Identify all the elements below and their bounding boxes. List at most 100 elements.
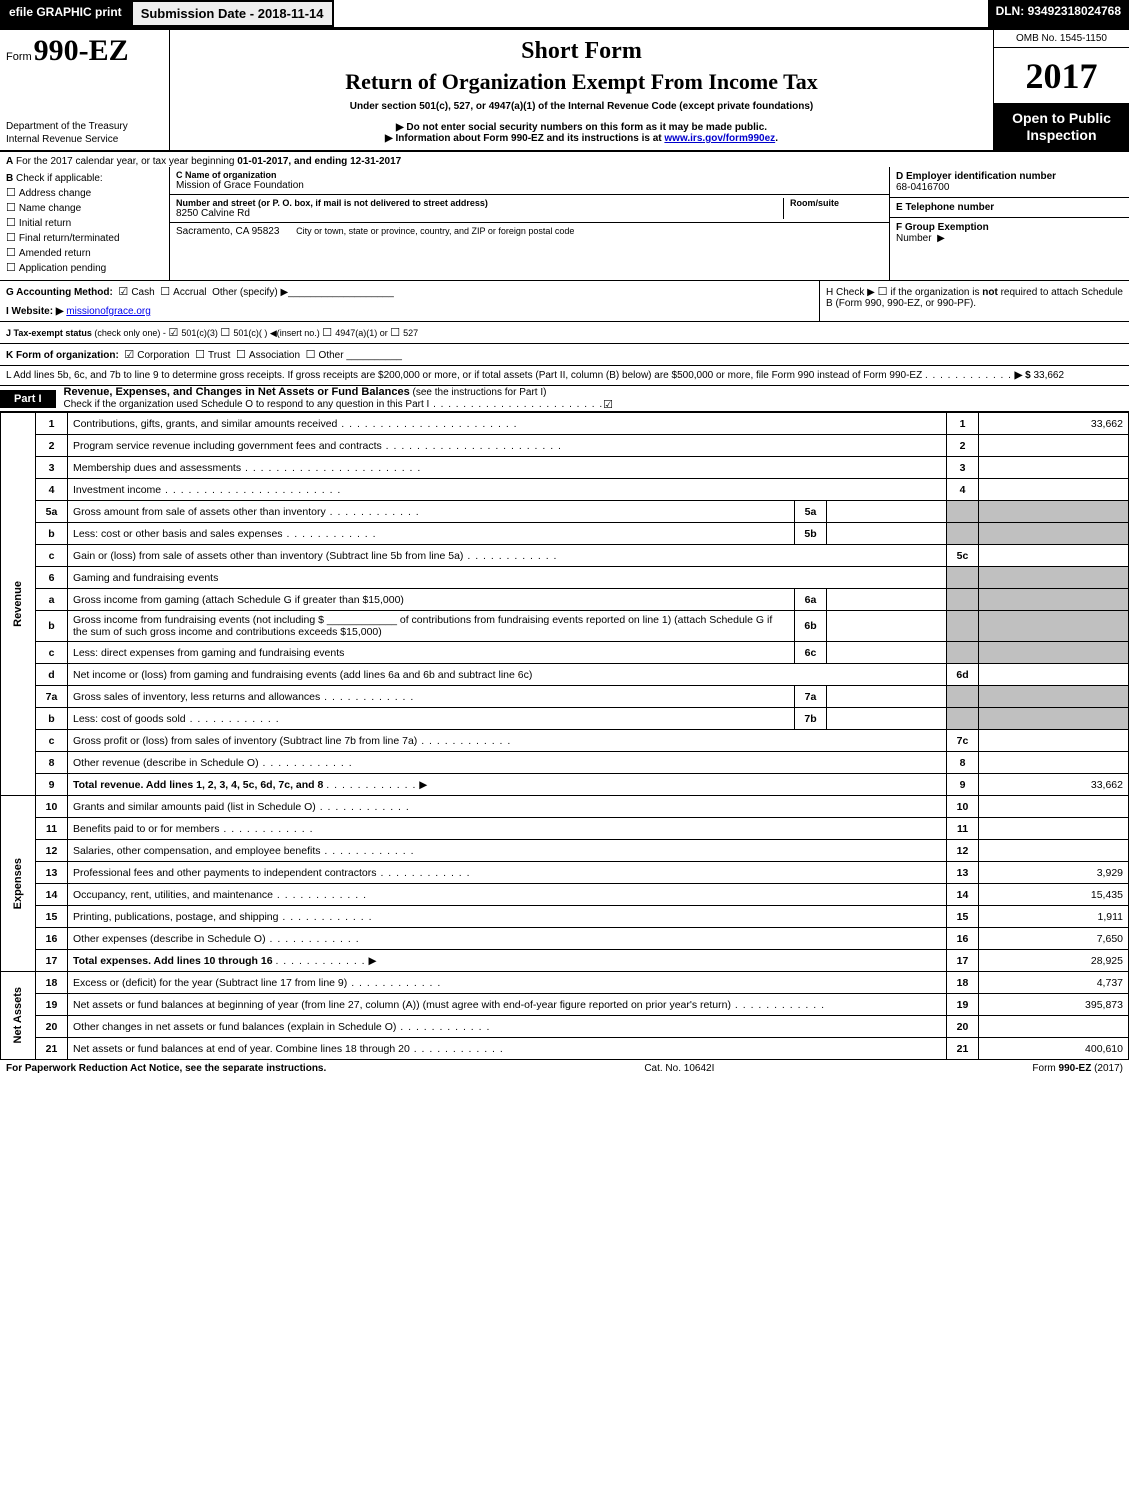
section-i: I Website: ▶ missionofgrace.org (6, 306, 813, 317)
d-6: Gaming and fundraising events (68, 567, 947, 589)
h-text-a: H Check ▶ (826, 287, 875, 298)
g-accrual[interactable]: Accrual (160, 287, 206, 298)
d-1: Contributions, gifts, grants, and simila… (68, 413, 947, 435)
a-21: 400,610 (979, 1038, 1129, 1060)
mv-5a (827, 501, 947, 523)
d-7c: Gross profit or (loss) from sales of inv… (68, 730, 947, 752)
form990ez-link[interactable]: www.irs.gov/form990ez (664, 133, 775, 144)
line-a-end: 12-31-2017 (350, 156, 401, 167)
h-checkbox[interactable] (878, 287, 891, 298)
d-9: Total revenue. Add lines 1, 2, 3, 4, 5c,… (68, 774, 947, 796)
n-14: 14 (36, 884, 68, 906)
header-right: OMB No. 1545-1150 2017 Open to Public In… (994, 30, 1129, 150)
section-k: K Form of organization: Corporation Trus… (0, 344, 1129, 366)
b-20: 20 (947, 1016, 979, 1038)
b-12: 12 (947, 840, 979, 862)
row-10: Expenses 10 Grants and similar amounts p… (1, 796, 1129, 818)
n-11: 11 (36, 818, 68, 840)
n-21: 21 (36, 1038, 68, 1060)
ga-6c (979, 642, 1129, 664)
row-13: 13 Professional fees and other payments … (1, 862, 1129, 884)
chk-amended-return[interactable]: Amended return (6, 246, 163, 259)
footer-right-a: Form (1032, 1063, 1058, 1074)
d-2: Program service revenue including govern… (68, 435, 947, 457)
d-8: Other revenue (describe in Schedule O) (68, 752, 947, 774)
l-amt: 33,662 (1033, 370, 1064, 381)
j-501c[interactable]: 501(c)( ) ◀(insert no.) (220, 328, 319, 338)
a-11 (979, 818, 1129, 840)
d-17-bold: Total expenses. Add lines 10 through 16 (73, 955, 273, 967)
open-public-line1: Open to Public (996, 110, 1127, 127)
a-13: 3,929 (979, 862, 1129, 884)
b-17: 17 (947, 950, 979, 972)
part1-checkbox[interactable] (603, 398, 613, 411)
a-12 (979, 840, 1129, 862)
j-paren: (check only one) - (94, 328, 166, 338)
a-3 (979, 457, 1129, 479)
chk-final-return[interactable]: Final return/terminated (6, 231, 163, 244)
n-10: 10 (36, 796, 68, 818)
k-corp[interactable]: Corporation (124, 350, 189, 361)
section-j: J Tax-exempt status (check only one) - 5… (0, 322, 1129, 344)
row-6: 6 Gaming and fundraising events (1, 567, 1129, 589)
a-4 (979, 479, 1129, 501)
j-501c3[interactable]: 501(c)(3) (168, 328, 217, 338)
b-5c: 5c (947, 545, 979, 567)
a-18: 4,737 (979, 972, 1129, 994)
g-cash[interactable]: Cash (118, 287, 154, 298)
open-to-public: Open to Public Inspection (994, 104, 1129, 150)
b-2: 2 (947, 435, 979, 457)
b-7c: 7c (947, 730, 979, 752)
chk-initial-return[interactable]: Initial return (6, 216, 163, 229)
k-assoc[interactable]: Association (236, 350, 300, 361)
d-11: Benefits paid to or for members (68, 818, 947, 840)
n-3: 3 (36, 457, 68, 479)
row-6b: b Gross income from fundraising events (… (1, 611, 1129, 642)
d-18: Excess or (deficit) for the year (Subtra… (68, 972, 947, 994)
d-5c: Gain or (loss) from sale of assets other… (68, 545, 947, 567)
k-trust[interactable]: Trust (195, 350, 230, 361)
header-mid: Short Form Return of Organization Exempt… (170, 30, 994, 150)
a-6d (979, 664, 1129, 686)
a-7c (979, 730, 1129, 752)
row-7c: c Gross profit or (loss) from sales of i… (1, 730, 1129, 752)
mv-6a (827, 589, 947, 611)
page-footer: For Paperwork Reduction Act Notice, see … (0, 1060, 1129, 1077)
row-5c: c Gain or (loss) from sale of assets oth… (1, 545, 1129, 567)
k-other[interactable]: Other (306, 350, 344, 361)
d-3: Membership dues and assessments (68, 457, 947, 479)
row-5b: b Less: cost or other basis and sales ex… (1, 523, 1129, 545)
row-9: 9 Total revenue. Add lines 1, 2, 3, 4, 5… (1, 774, 1129, 796)
f-group-exemption: F Group Exemption Number ▶ (890, 218, 1129, 280)
ml-6c: 6c (795, 642, 827, 664)
g-6c (947, 642, 979, 664)
row-4: 4 Investment income 4 (1, 479, 1129, 501)
dln-label: DLN: (996, 4, 1028, 18)
d-4: Investment income (68, 479, 947, 501)
row-18: Net Assets 18 Excess or (deficit) for th… (1, 972, 1129, 994)
side-revenue: Revenue (1, 413, 36, 796)
efile-print-button[interactable]: efile GRAPHIC print (0, 0, 131, 27)
d-value: 68-0416700 (896, 182, 949, 193)
d-10: Grants and similar amounts paid (list in… (68, 796, 947, 818)
chk-address-change[interactable]: Address change (6, 186, 163, 199)
part1-title: Revenue, Expenses, and Changes in Net As… (64, 386, 410, 398)
website-link[interactable]: missionofgrace.org (66, 306, 150, 317)
header-left: Form 990-EZ Department of the Treasury I… (0, 30, 170, 150)
entity-info-block: B Check if applicable: Address change Na… (0, 167, 1129, 281)
b-4: 4 (947, 479, 979, 501)
i-label: I Website: ▶ (6, 306, 64, 317)
j-4947[interactable]: 4947(a)(1) or (322, 328, 387, 338)
part1-checkline: Check if the organization used Schedule … (64, 399, 604, 410)
chk-name-change[interactable]: Name change (6, 201, 163, 214)
d-label: D Employer identification number (896, 171, 1056, 182)
b-15: 15 (947, 906, 979, 928)
side-netassets: Net Assets (1, 972, 36, 1060)
note-info: Information about Form 990-EZ and its in… (178, 133, 985, 144)
j-527[interactable]: 527 (390, 328, 418, 338)
ml-6b: 6b (795, 611, 827, 642)
form-prefix: Form (6, 51, 32, 63)
section-g-h: G Accounting Method: Cash Accrual Other … (0, 281, 1129, 322)
chk-application-pending[interactable]: Application pending (6, 261, 163, 274)
g-7a (947, 686, 979, 708)
